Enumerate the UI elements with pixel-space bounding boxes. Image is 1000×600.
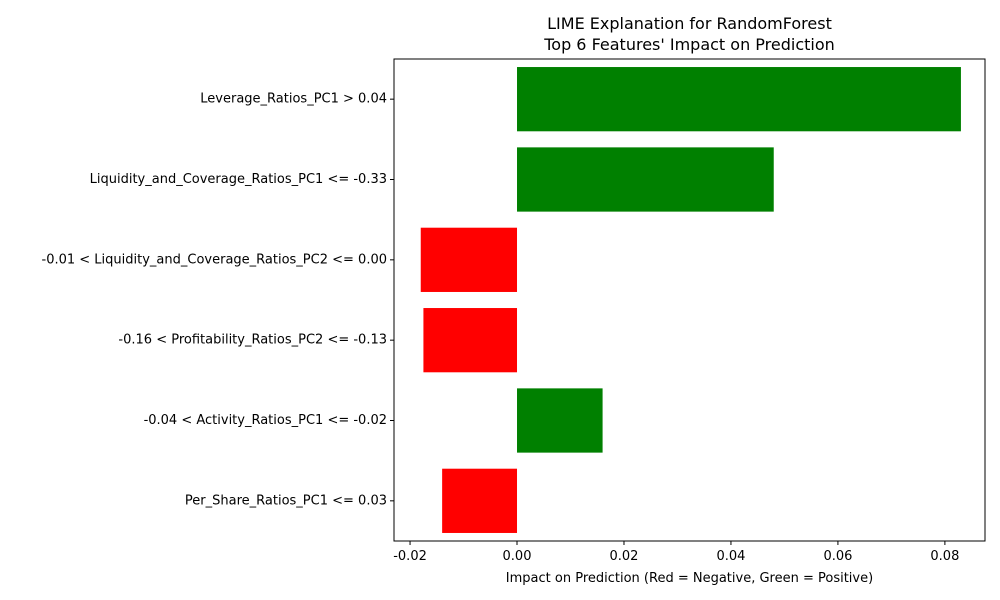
y-tick-label: Leverage_Ratios_PC1 > 0.04	[200, 92, 387, 107]
plot-frame	[393, 58, 986, 542]
x-tick-label: -0.02	[393, 549, 427, 564]
bar-2	[420, 227, 518, 292]
y-tick-label: Per_Share_Ratios_PC1 <= 0.03	[185, 493, 387, 508]
chart-subtitle: Top 6 Features' Impact on Prediction	[543, 35, 835, 54]
x-tick-label: 0.06	[823, 549, 852, 564]
bar-3	[423, 308, 518, 373]
y-tick-label: Liquidity_and_Coverage_Ratios_PC1 <= -0.…	[90, 172, 387, 187]
bar-5	[442, 468, 518, 533]
bar-1	[517, 147, 774, 212]
bar-0	[517, 67, 961, 132]
y-tick-label: -0.16 < Profitability_Ratios_PC2 <= -0.1…	[118, 333, 387, 348]
x-tick-label: 0.08	[930, 549, 959, 564]
x-axis-label: Impact on Prediction (Red = Negative, Gr…	[506, 571, 873, 586]
x-tick-label: 0.02	[610, 549, 639, 564]
y-axis: Leverage_Ratios_PC1 > 0.04 Liquidity_and_…	[42, 92, 394, 508]
y-tick-label: -0.04 < Activity_Ratios_PC1 <= -0.02	[144, 413, 387, 428]
x-tick-label: 0.04	[716, 549, 745, 564]
x-axis: -0.02 0.00 0.02 0.04 0.06 0.08	[393, 541, 959, 564]
chart-title: LIME Explanation for RandomForest	[547, 14, 832, 33]
bars-group	[420, 67, 961, 533]
y-tick-label: -0.01 < Liquidity_and_Coverage_Ratios_PC…	[42, 252, 387, 267]
x-tick-label: 0.00	[503, 549, 532, 564]
bar-4	[517, 388, 603, 453]
